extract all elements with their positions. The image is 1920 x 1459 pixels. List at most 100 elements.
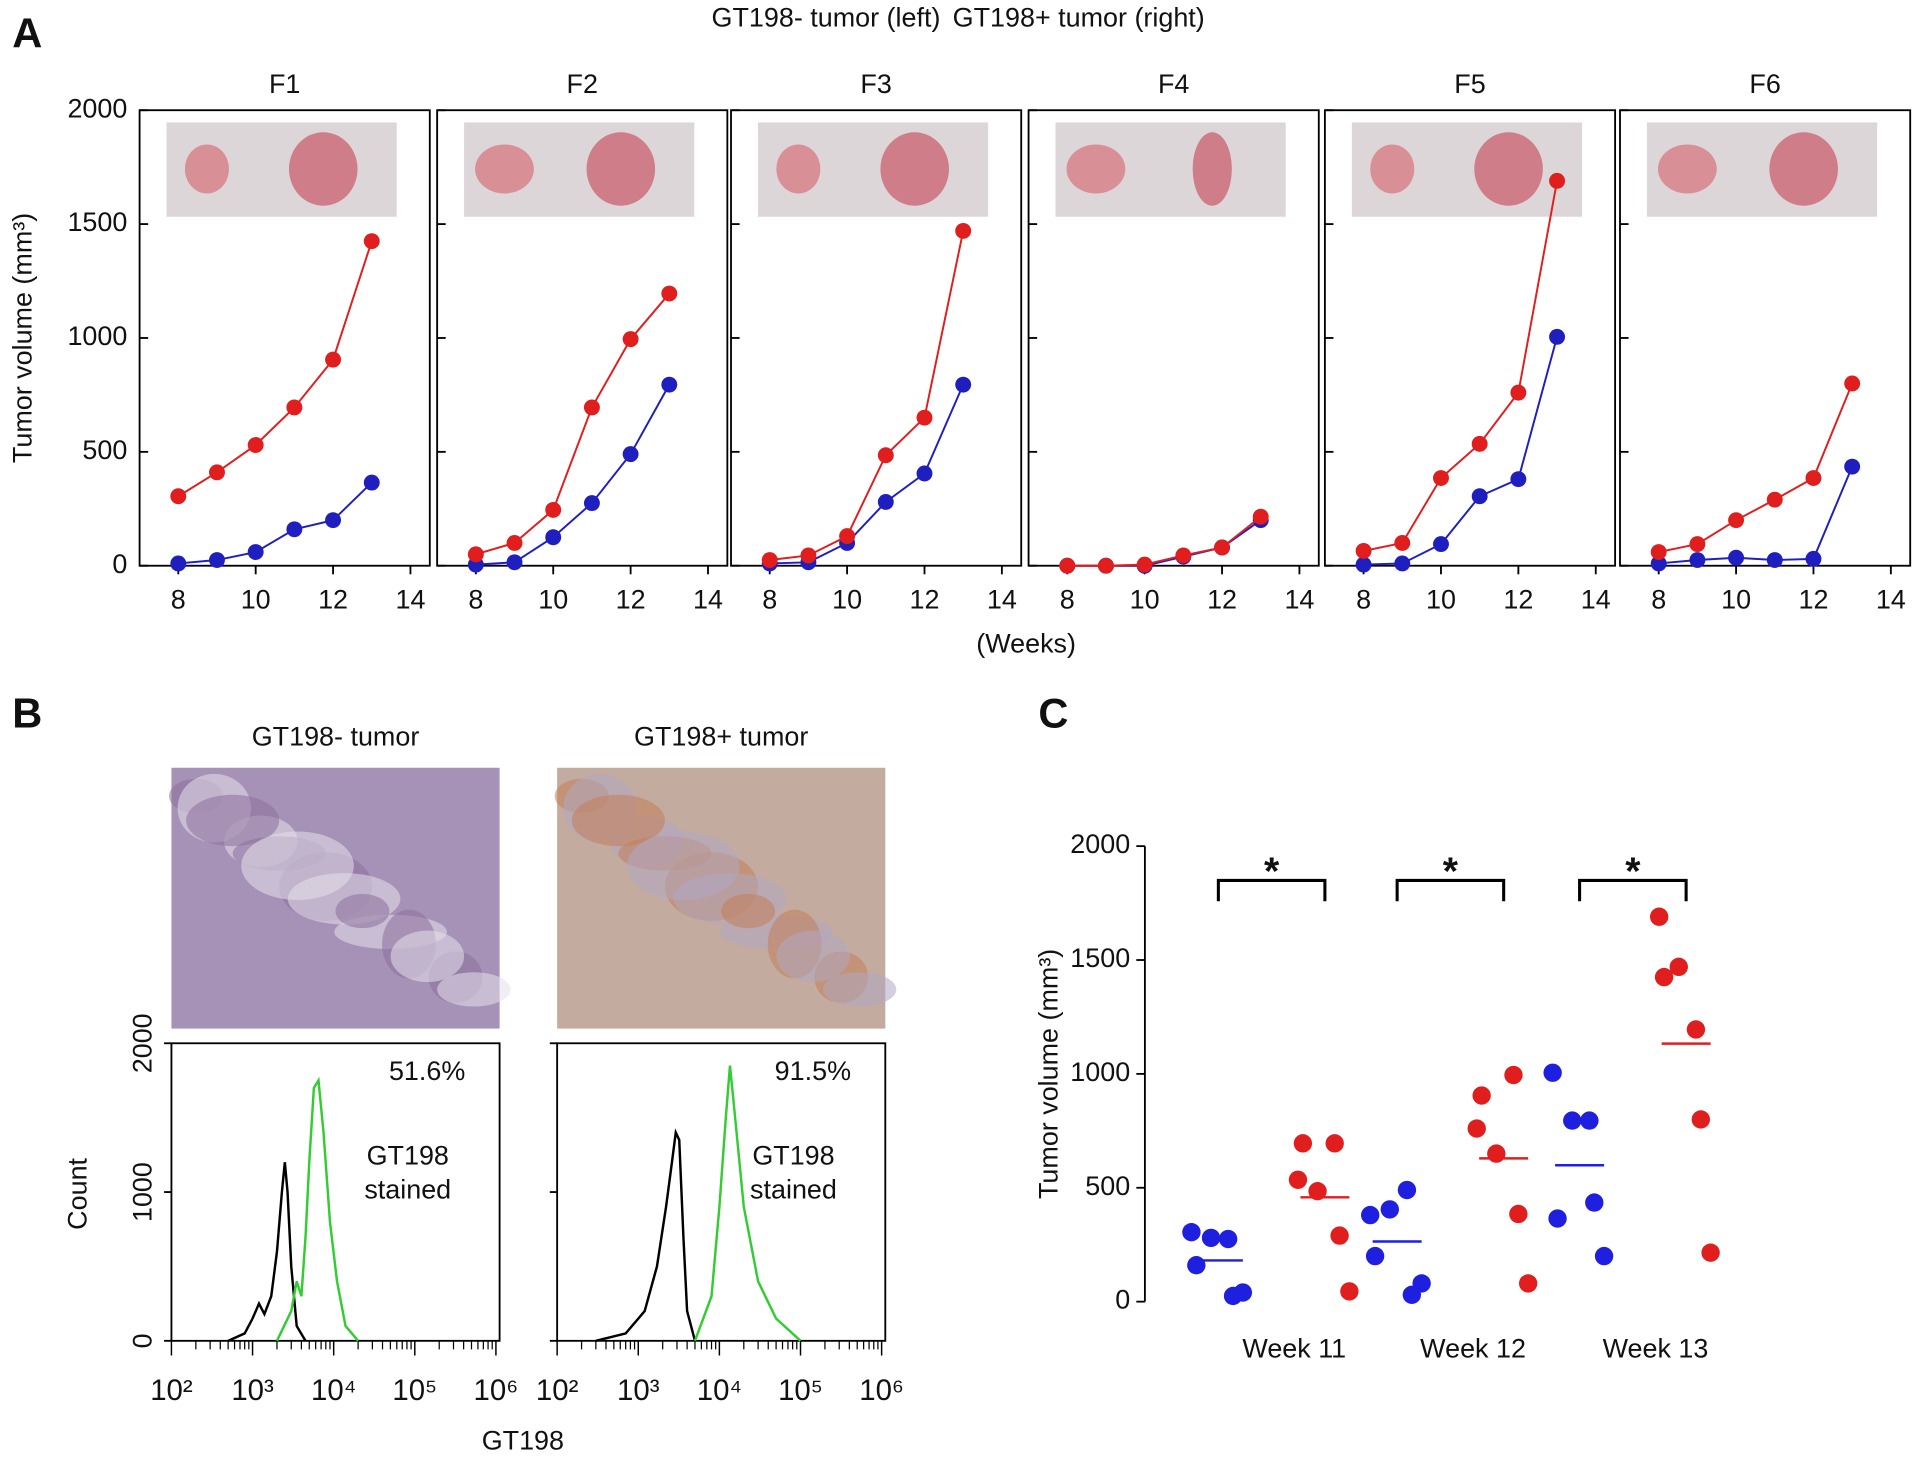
x-tick-label: 10⁴ <box>311 1374 356 1407</box>
point <box>1361 1205 1380 1225</box>
point <box>1394 534 1411 551</box>
facet-title: F2 <box>567 69 598 99</box>
point <box>1487 1144 1506 1163</box>
point <box>839 528 856 545</box>
panel-label: B <box>12 689 42 736</box>
point <box>1471 488 1488 505</box>
x-tick-label: 10 <box>241 584 271 614</box>
line <box>1658 466 1854 565</box>
x-tick-label: 10⁵ <box>778 1374 823 1407</box>
x-tick-label: 10 <box>832 584 862 614</box>
point <box>1433 470 1449 486</box>
x-tick-label: 14 <box>395 584 425 614</box>
series-label: GT198 <box>367 1140 449 1170</box>
x-tick-label: 8 <box>1651 584 1666 614</box>
x-tick-label: 12 <box>318 584 348 614</box>
line <box>1363 180 1559 552</box>
panel-label: C <box>1038 689 1068 736</box>
point <box>363 233 380 250</box>
x-tick-label: 14 <box>1284 584 1314 614</box>
point <box>1518 1274 1538 1293</box>
point <box>467 546 484 563</box>
point <box>916 465 933 482</box>
x-tick-label: 8 <box>762 584 777 614</box>
x-tick-label: 12 <box>910 584 940 614</box>
x-tick-label: Week 11 <box>1242 1334 1346 1364</box>
series-label: stained <box>364 1175 451 1205</box>
facet-title: GT198- tumor <box>252 721 420 751</box>
point <box>1510 471 1527 488</box>
point <box>1805 550 1822 567</box>
point <box>209 464 225 481</box>
x-tick-label: 8 <box>171 584 186 614</box>
x-tick-label: 12 <box>1207 584 1237 614</box>
point <box>1510 384 1527 401</box>
histogram-curve <box>595 1128 697 1343</box>
point <box>1340 1282 1359 1301</box>
point <box>1214 539 1230 556</box>
point <box>1509 1204 1528 1224</box>
point <box>1218 1229 1238 1249</box>
x-tick-label: 10 <box>538 584 568 614</box>
point <box>1397 1180 1417 1200</box>
point <box>1504 1065 1523 1085</box>
line <box>177 240 373 498</box>
point <box>1548 1209 1567 1228</box>
y-tick-label: 1000 <box>1070 1057 1130 1087</box>
tissue <box>437 972 511 1007</box>
line <box>769 384 965 565</box>
x-tick-label: 10³ <box>231 1374 274 1407</box>
point <box>286 399 303 416</box>
tumor <box>184 144 229 194</box>
y-tick-label: 2000 <box>67 93 127 123</box>
x-tick-label: 10⁶ <box>859 1374 904 1407</box>
x-tick-label: 10⁶ <box>474 1374 519 1407</box>
point <box>1650 907 1669 926</box>
x-tick-label: 10⁵ <box>392 1374 437 1407</box>
point <box>506 534 523 551</box>
y-tick-label: 2000 <box>128 1013 158 1073</box>
point <box>1669 957 1688 977</box>
tissue <box>241 831 354 901</box>
x-tick-label: 14 <box>1876 584 1906 614</box>
tumor <box>1066 144 1126 194</box>
point <box>1059 557 1076 574</box>
point <box>247 437 264 453</box>
x-tick-label: 10² <box>150 1374 193 1407</box>
tumor <box>475 144 534 194</box>
point <box>1701 1243 1720 1262</box>
point <box>877 493 894 510</box>
x-tick-label: 8 <box>1060 584 1075 614</box>
point <box>209 552 225 568</box>
tumor <box>880 132 949 206</box>
y-tick-label: 0 <box>112 549 127 579</box>
tumor <box>1474 132 1543 206</box>
point <box>545 501 562 518</box>
point <box>1187 1256 1206 1275</box>
tissue <box>571 794 665 847</box>
x-tick-label: 10 <box>1130 584 1160 614</box>
x-tick-label: 10 <box>1426 584 1456 614</box>
y-axis-label: Tumor volume (mm³) <box>8 213 38 463</box>
point <box>1594 1246 1614 1266</box>
point <box>1330 1226 1349 1245</box>
y-tick-label: 500 <box>82 435 127 465</box>
x-tick-label: 10² <box>536 1374 579 1407</box>
point <box>1844 458 1861 475</box>
point <box>545 529 562 546</box>
x-tick-label: 12 <box>1503 584 1533 614</box>
point <box>1766 552 1783 568</box>
y-tick-label: 1000 <box>67 321 127 351</box>
x-tick-label: 14 <box>987 584 1017 614</box>
point <box>761 552 778 568</box>
x-tick-label: 10⁴ <box>697 1374 742 1407</box>
point <box>1325 1134 1344 1153</box>
facet-title: F5 <box>1454 69 1485 99</box>
point <box>1471 435 1488 452</box>
point <box>286 521 303 538</box>
point <box>661 285 678 302</box>
point <box>1288 1170 1308 1189</box>
point <box>1394 555 1411 572</box>
legend-entry: GT198- tumor (left) <box>712 3 941 33</box>
significance-label: * <box>1264 851 1280 894</box>
